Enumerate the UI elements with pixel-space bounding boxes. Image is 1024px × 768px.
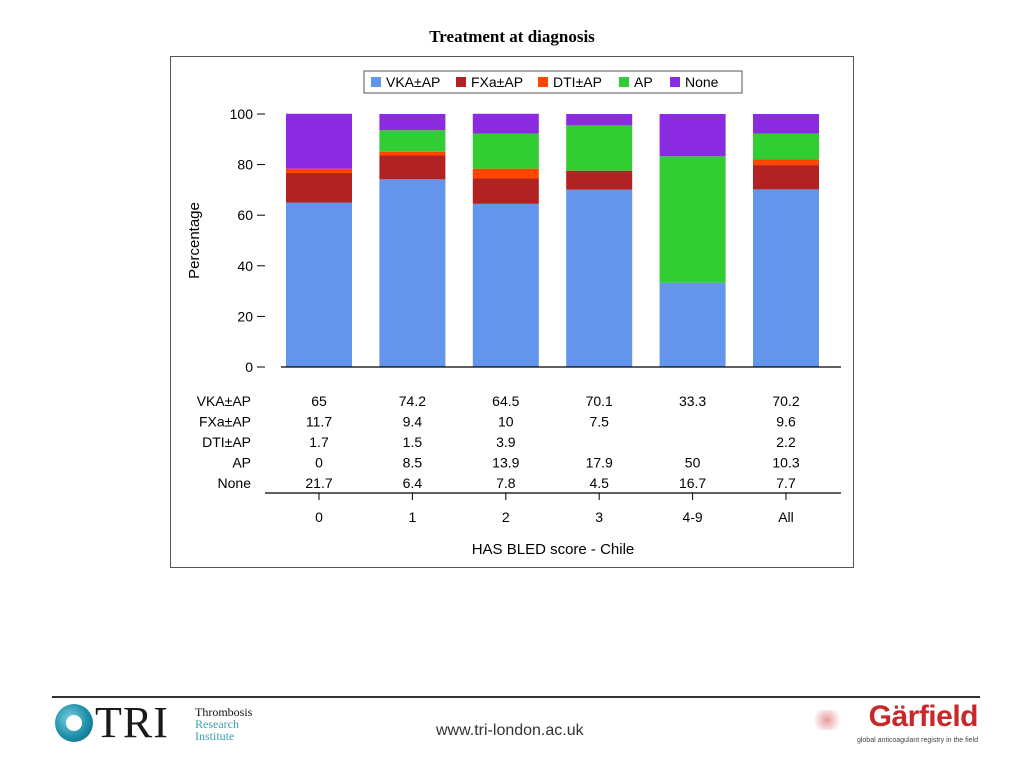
- bar-segment: [566, 170, 633, 190]
- table-cell-value: 1.7: [309, 434, 329, 450]
- bar-segment: [286, 113, 352, 169]
- bar-segment: [566, 189, 633, 367]
- table-cell-value: 1.5: [403, 434, 423, 450]
- table-row-label: None: [218, 475, 252, 491]
- legend-label: AP: [634, 74, 653, 90]
- y-tick-label: 60: [237, 207, 253, 223]
- table-cell-value: 2.2: [776, 434, 796, 450]
- x-tick-label: All: [778, 509, 794, 525]
- table-cell-value: 10: [498, 414, 514, 430]
- tri-logo-line: Research: [195, 717, 239, 731]
- table-cell-value: 50: [685, 455, 701, 471]
- bar-segment: [566, 125, 633, 171]
- x-tick-label: 0: [315, 509, 323, 525]
- table-cell-value: 9.4: [403, 414, 423, 430]
- table-cell-value: 17.9: [586, 455, 613, 471]
- garfield-burst-icon: [810, 710, 844, 730]
- y-axis-title: Percentage: [186, 202, 203, 279]
- table-cell-value: 21.7: [305, 475, 332, 491]
- bar-segment: [472, 168, 539, 179]
- legend-swatch: [538, 77, 548, 87]
- garfield-logo-text: Gärfield: [868, 700, 979, 733]
- table-cell-value: 7.8: [496, 475, 516, 491]
- bar-segment: [753, 114, 819, 134]
- table-cell-value: 74.2: [399, 393, 426, 409]
- bar-segment: [472, 113, 539, 134]
- y-tick-label: 100: [230, 106, 254, 122]
- table-cell-value: 70.2: [772, 393, 799, 409]
- tri-logo-subtitle: Thrombosis Research Institute: [195, 706, 252, 742]
- stacked-bar-chart: VKA±AP FXa±AP DTI±AP AP None020406080100Perc…: [186, 70, 841, 558]
- bar-segment: [472, 203, 539, 367]
- table-cell-value: 8.5: [403, 455, 423, 471]
- bar-segment: [753, 133, 819, 160]
- bar-segment: [286, 168, 352, 173]
- bar-segment: [472, 133, 539, 169]
- bar-segment: [379, 151, 446, 156]
- bar-segment: [566, 114, 633, 126]
- y-tick-label: 20: [237, 308, 253, 324]
- bar-segment: [379, 155, 446, 180]
- garfield-logo: Gärfield global anticoagulant registry i…: [804, 700, 980, 750]
- x-axis-title: HAS BLED score - Chile: [472, 541, 635, 558]
- y-tick-label: 80: [237, 157, 253, 173]
- table-cell-value: 70.1: [586, 393, 613, 409]
- bar-segment: [753, 165, 819, 190]
- x-tick-label: 4-9: [682, 509, 702, 525]
- bar-segment: [753, 159, 819, 166]
- table-row-label: VKA±AP: [197, 393, 251, 409]
- footer-divider: [52, 696, 980, 698]
- bar-segment: [286, 172, 352, 203]
- y-tick-label: 0: [245, 359, 253, 375]
- slide-title: Treatment at diagnosis: [429, 27, 595, 46]
- table-cell-value: 64.5: [492, 393, 519, 409]
- tri-logo-icon: [55, 704, 93, 742]
- bar-segment: [379, 114, 446, 131]
- tri-logo-line: Institute: [195, 729, 235, 743]
- table-cell-value: 16.7: [679, 475, 706, 491]
- legend-swatch: [371, 77, 381, 87]
- y-tick-label: 40: [237, 258, 253, 274]
- table-cell-value: 33.3: [679, 393, 706, 409]
- bar-segment: [472, 178, 539, 204]
- bar-segment: [659, 282, 726, 367]
- table-cell-value: 7.5: [589, 414, 609, 430]
- table-cell-value: 0: [315, 455, 323, 471]
- table-cell-value: 11.7: [306, 414, 332, 430]
- bar-segment: [753, 189, 819, 367]
- legend-swatch: [619, 77, 629, 87]
- table-row-label: DTI±AP: [202, 434, 251, 450]
- table-row-label: FXa±AP: [199, 414, 251, 430]
- tri-logo: TRI Thrombosis Research Institute: [55, 700, 265, 754]
- chart-frame: VKA±AP FXa±AP DTI±AP AP None 0 20 40 60 80 100 Perc…: [170, 56, 854, 568]
- x-tick-label: 2: [502, 509, 510, 525]
- x-tick-label: 1: [409, 509, 417, 525]
- bar-segment: [286, 202, 352, 367]
- table-cell-value: 10.3: [772, 455, 799, 471]
- legend-swatch: [670, 77, 680, 87]
- tri-logo-text: TRI: [95, 698, 169, 747]
- legend-swatch: [456, 77, 466, 87]
- table-cell-value: 9.6: [776, 414, 796, 430]
- legend-label: FXa±AP: [471, 74, 523, 90]
- legend-box: [363, 70, 743, 94]
- table-cell-value: 6.4: [403, 475, 423, 491]
- footer-url: www.tri-london.ac.uk: [436, 722, 584, 739]
- table-cell-value: 13.9: [492, 455, 519, 471]
- bar-segment: [379, 130, 446, 152]
- legend-label: VKA±AP: [386, 74, 440, 90]
- table-cell-value: 3.9: [496, 434, 516, 450]
- table-cell-value: 7.7: [776, 475, 796, 491]
- tri-logo-line: Thrombosis: [195, 705, 253, 719]
- bar-segment: [379, 179, 446, 367]
- table-row-label: AP: [232, 455, 251, 471]
- table-cell-value: 4.5: [589, 475, 609, 491]
- garfield-tagline: global anticoagulant registry in the fie…: [856, 737, 978, 744]
- legend-label: None: [685, 74, 719, 90]
- bar-segment: [659, 156, 726, 283]
- table-cell-value: 65: [311, 393, 327, 409]
- x-tick-label: 3: [595, 509, 603, 525]
- bar-segment: [659, 114, 726, 157]
- legend-label: DTI±AP: [553, 74, 602, 90]
